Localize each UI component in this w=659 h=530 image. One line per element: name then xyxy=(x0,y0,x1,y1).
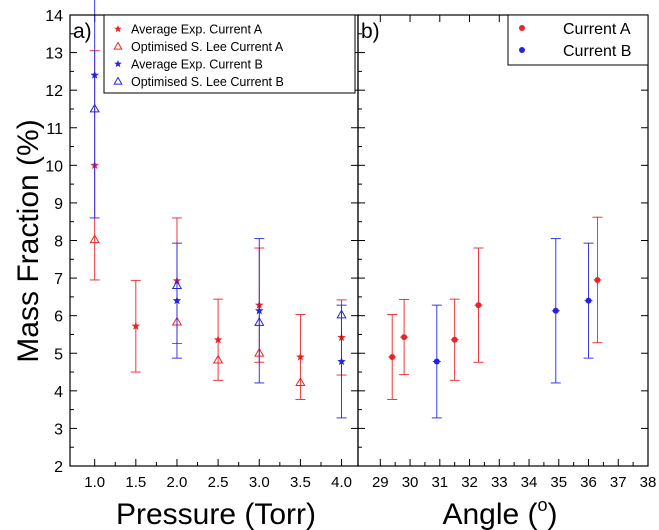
panel-b-data-point xyxy=(433,358,440,365)
panel-a-x-tick-label: 3.0 xyxy=(249,474,270,491)
panel-a-data-point xyxy=(296,352,305,361)
panel-b-x-tick-label: 38 xyxy=(640,474,657,491)
panel-a-y-tick-label: 6 xyxy=(54,309,63,326)
panel-a-data-point xyxy=(254,306,264,315)
panel-b-angle-chart: 29 30 31 32 33 34 35 36 37 38 b) Current A Current B xyxy=(357,14,657,491)
panel-b-data-point xyxy=(594,276,601,283)
panel-b-x-axis-title: Angle (o) xyxy=(442,495,557,530)
panel-b-series-1 xyxy=(431,238,594,419)
panel-a-y-tick-label: 9 xyxy=(54,196,63,213)
panel-b-legend-label: Current A xyxy=(563,21,631,38)
panel-b-legend-marker xyxy=(519,47,525,53)
panel-a-x-tick-label: 2.0 xyxy=(167,474,188,491)
panel-a-data-point xyxy=(336,309,347,319)
panel-a-series-1 xyxy=(89,234,306,386)
panel-b-x-tick-label: 34 xyxy=(521,474,538,491)
panel-a-x-tick-label: 1.0 xyxy=(84,474,105,491)
panel-b-x-tick-label: 37 xyxy=(610,474,627,491)
panel-a-legend-label: Average Exp. Current A xyxy=(131,23,263,37)
panel-a-data-point xyxy=(254,316,265,326)
panel-b-legend-label: Current B xyxy=(563,43,631,60)
panel-a-x-tick-label: 1.5 xyxy=(125,474,146,491)
panel-a-x-tick-label: 3.5 xyxy=(290,474,311,491)
panel-a-legend: Average Exp. Current A Optimised S. Lee C… xyxy=(103,14,356,94)
y-axis-title: Mass Fraction (%) xyxy=(12,119,45,362)
panel-a-data-point xyxy=(89,103,100,113)
panel-a-data-point xyxy=(171,280,183,290)
panel-b-data-point xyxy=(401,334,408,341)
panel-a-y-tick-label: 2 xyxy=(54,459,63,476)
panel-a-y-tick-label: 12 xyxy=(45,83,63,100)
panel-b-legend-marker xyxy=(519,25,525,31)
panel-a-legend-label: Average Exp. Current B xyxy=(131,58,263,72)
panel-a-y-tick-label: 11 xyxy=(46,121,63,138)
panel-a-label: a) xyxy=(73,20,92,43)
panel-a-y-tick-label: 14 xyxy=(45,8,63,25)
panel-b-data-point xyxy=(475,302,482,309)
panel-b-x-tick-label: 29 xyxy=(372,474,389,491)
panel-b-x-tick-label: 31 xyxy=(431,474,448,491)
panel-a-y-tick-label: 7 xyxy=(54,271,63,288)
panel-b-x-tick-label: 35 xyxy=(550,474,567,491)
panel-a-data-point xyxy=(172,296,182,305)
panel-a-x-tick-label: 4.0 xyxy=(331,474,352,491)
panel-a-y-tick-label: 5 xyxy=(54,346,63,363)
panel-b-x-tick-label: 30 xyxy=(402,474,419,491)
panel-a-legend-label: Optimised S. Lee Current B xyxy=(131,75,284,89)
panel-a-legend-label: Optimised S. Lee Current A xyxy=(131,40,284,54)
panel-b-label: b) xyxy=(361,20,380,43)
panel-b-x-tick-label: 32 xyxy=(461,474,478,491)
panel-b-legend-box xyxy=(507,14,649,66)
panel-a-y-tick-label: 10 xyxy=(45,158,63,175)
panel-a-data-point xyxy=(90,70,99,79)
panel-b-data-point xyxy=(552,307,559,314)
panel-a-x-axis-title: Pressure (Torr) xyxy=(116,498,316,530)
panel-b-legend: Current A Current B xyxy=(507,14,649,66)
panel-a-y-tick-label: 4 xyxy=(54,384,63,401)
panel-a-series-2 xyxy=(89,0,347,419)
panel-a-data-point xyxy=(213,335,223,344)
panel-a-legend-marker xyxy=(113,76,123,85)
panel-a-legend-box xyxy=(103,14,356,94)
panel-b-data-point xyxy=(451,336,458,343)
panel-a-data-point xyxy=(131,321,141,330)
panel-a-data-point xyxy=(337,357,346,366)
panel-a-y-tick-label: 8 xyxy=(54,234,63,251)
panel-a-legend-marker xyxy=(113,41,123,50)
panel-a-data-point xyxy=(212,354,224,364)
panel-a-series-0 xyxy=(89,50,347,400)
panel-a-y-tick-label: 3 xyxy=(54,421,63,438)
panel-b-x-tick-label: 36 xyxy=(580,474,597,491)
panel-a-data-point xyxy=(89,234,100,244)
panel-b-series-0 xyxy=(387,216,603,400)
panel-a-legend-marker xyxy=(114,60,122,68)
panel-a-pressure-chart: 1.0 1.5 2.0 2.5 3.0 3.5 4.0 2 3 4 5 6 7 8 9 10 11 12 13 14 a… xyxy=(45,0,359,491)
panel-b-x-tick-label: 33 xyxy=(491,474,508,491)
panel-a-y-tick-label: 13 xyxy=(45,46,63,63)
panel-a-legend-marker xyxy=(114,25,122,33)
panel-b-plot-frame xyxy=(357,14,649,467)
panel-b-data-point xyxy=(585,297,592,304)
panel-b-data-point xyxy=(389,354,396,361)
panel-a-series-3 xyxy=(89,103,347,326)
panel-a-x-tick-label: 2.5 xyxy=(208,474,229,491)
panel-a-data-point xyxy=(295,377,306,386)
